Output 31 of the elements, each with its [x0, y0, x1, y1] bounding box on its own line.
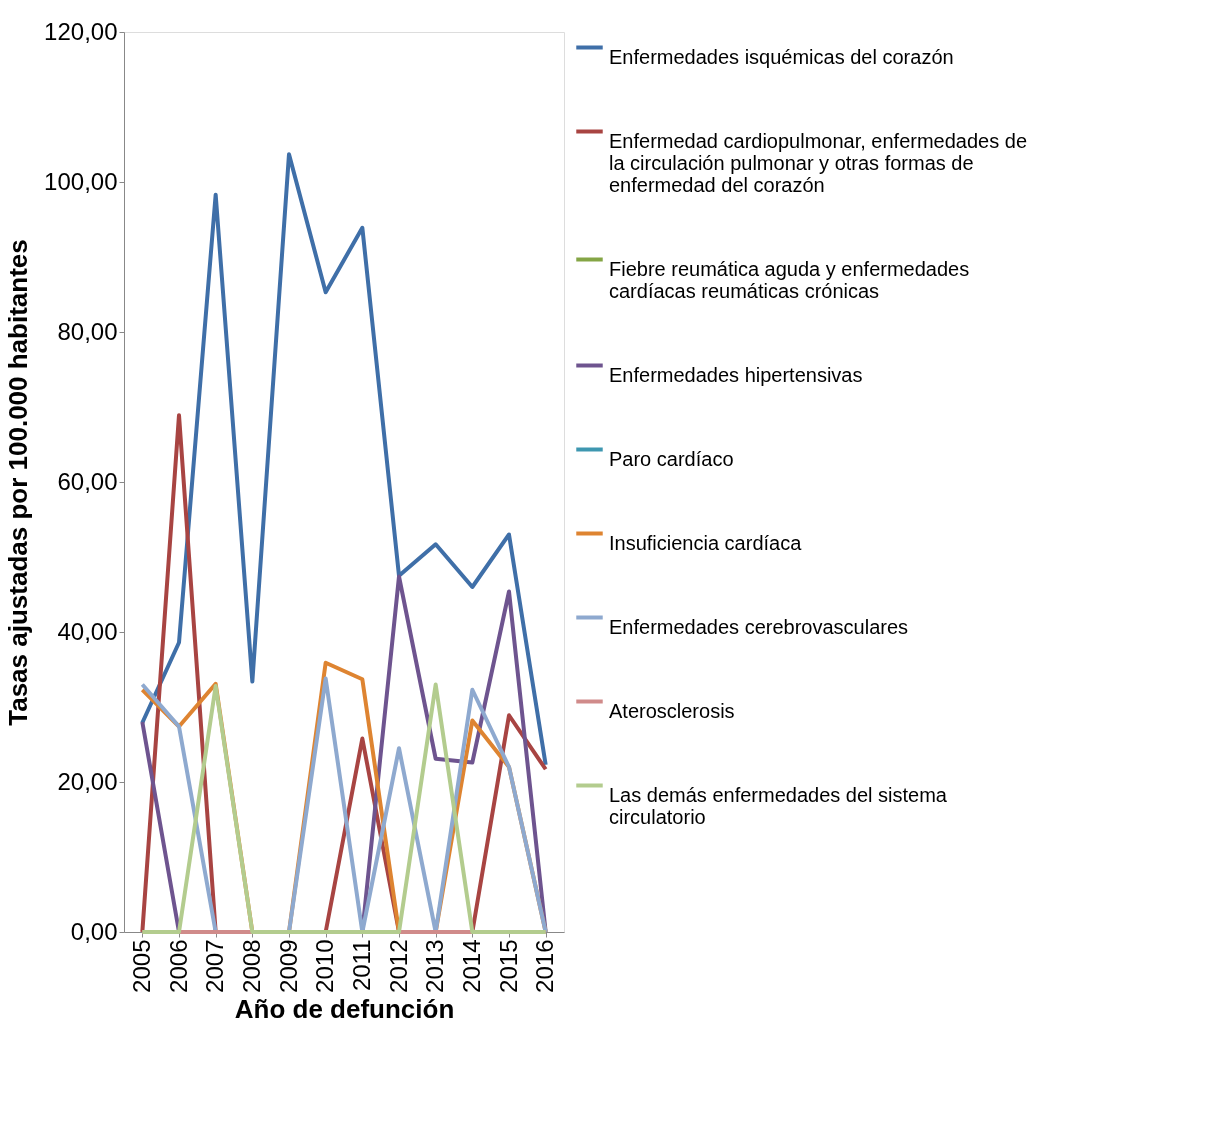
- y-tick-label: 20,00: [57, 767, 118, 795]
- y-tick-label: 60,00: [57, 467, 118, 495]
- x-tick-label: 2005: [127, 939, 155, 993]
- y-tick-label: 0,00: [70, 917, 118, 945]
- legend-label: Las demás enfermedades del sistema circulatorio: [609, 783, 948, 828]
- legend-label: Paro cardíaco: [609, 447, 734, 470]
- y-tick-label: 40,00: [57, 617, 118, 645]
- x-tick-label: 2011: [347, 939, 375, 992]
- legend-label: Fiebre reumática aguda y enfermedades cardíacas reumáticas crónicas: [609, 257, 970, 302]
- y-axis-title: Tasas ajustadas por 100.000 habitantes: [3, 239, 34, 726]
- x-tick-label: 2006: [164, 939, 192, 993]
- x-tick-label: 2015: [494, 939, 522, 993]
- x-tick-label: 2016: [531, 939, 559, 993]
- y-tick-label: 120,00: [44, 17, 118, 45]
- y-tick-label: 100,00: [44, 167, 118, 195]
- legend-label: Enfermedades isquémicas del corazón: [609, 45, 954, 68]
- x-tick-label: 2013: [421, 939, 449, 993]
- legend-label: Aterosclerosis: [609, 699, 735, 722]
- x-axis-title: Año de defunción: [234, 993, 455, 1024]
- x-tick-label: 2012: [384, 939, 412, 993]
- legend-label: Enfermedades hipertensivas: [609, 363, 863, 386]
- x-tick-label: 2009: [274, 939, 302, 993]
- x-tick-label: 2008: [237, 939, 265, 993]
- x-tick-label: 2014: [457, 939, 485, 993]
- legend-label: Enfermedades cerebrovasculares: [609, 615, 909, 638]
- y-tick-label: 80,00: [57, 317, 118, 345]
- legend-label: Insuficiencia cardíaca: [609, 531, 803, 554]
- x-tick-label: 2007: [201, 939, 229, 993]
- legend-label: Enfermedad cardiopulmonar, enfermedades de la circulación pulmonar y otras formas de enfermedad del corazón: [609, 129, 1028, 196]
- line-series: [140, 152, 548, 767]
- x-tick-label: 2010: [311, 939, 339, 993]
